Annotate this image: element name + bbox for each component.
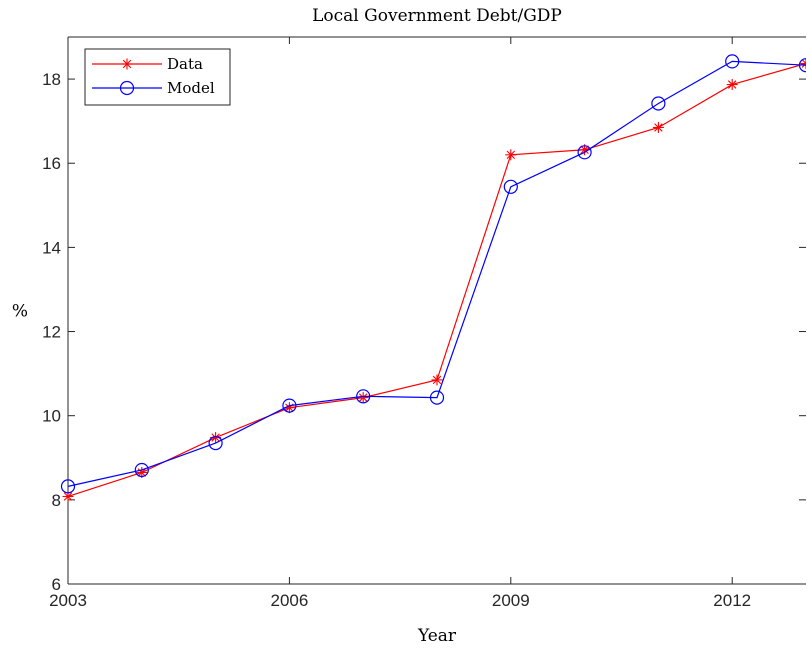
data-point bbox=[357, 392, 369, 404]
series-line-data bbox=[67, 62, 806, 498]
legend: Data Model bbox=[84, 48, 231, 106]
legend-entry-model: Model bbox=[92, 79, 215, 97]
data-point bbox=[798, 58, 806, 73]
y-tick-label: 8 bbox=[52, 491, 61, 510]
data-point bbox=[651, 96, 666, 111]
data-point bbox=[725, 54, 740, 69]
y-tick-label: 16 bbox=[42, 154, 61, 173]
data-point bbox=[726, 79, 738, 91]
legend-marker-circle bbox=[119, 80, 135, 96]
x-axis-title: Year bbox=[417, 626, 457, 646]
axes-box bbox=[67, 36, 806, 585]
legend-entry-data: Data bbox=[92, 55, 203, 73]
data-point bbox=[282, 398, 297, 413]
y-tick-label: 10 bbox=[42, 407, 61, 426]
x-tick-label: 2009 bbox=[492, 591, 530, 610]
series-model bbox=[60, 54, 806, 494]
data-point bbox=[429, 390, 445, 405]
y-axis: 6 8 10 12 14 16 18 bbox=[42, 70, 806, 594]
data-point bbox=[505, 149, 517, 161]
plot-area bbox=[60, 54, 806, 502]
y-axis-title: % bbox=[12, 302, 28, 322]
y-tick-label: 12 bbox=[42, 323, 61, 342]
y-tick-label: 18 bbox=[42, 70, 61, 89]
data-point bbox=[134, 462, 149, 478]
x-axis: 2003 2006 2009 2012 bbox=[49, 37, 751, 610]
series-line-model bbox=[67, 60, 806, 487]
data-point bbox=[208, 435, 223, 451]
y-tick-label: 14 bbox=[42, 238, 61, 257]
x-tick-label: 2003 bbox=[49, 591, 87, 610]
y-tick-label: 6 bbox=[52, 575, 61, 594]
data-point bbox=[62, 490, 74, 502]
x-tick-label: 2012 bbox=[713, 591, 751, 610]
data-point bbox=[503, 179, 518, 194]
chart-title: Local Government Debt/GDP bbox=[312, 6, 562, 26]
data-point bbox=[652, 121, 664, 133]
series-data bbox=[62, 58, 806, 502]
legend-label: Model bbox=[167, 79, 215, 97]
data-point bbox=[356, 389, 371, 404]
data-point bbox=[60, 479, 76, 494]
legend-marker-asterisk bbox=[121, 58, 133, 70]
legend-box bbox=[84, 48, 231, 106]
x-tick-label: 2006 bbox=[270, 591, 308, 610]
data-point bbox=[577, 145, 592, 160]
data-point bbox=[800, 58, 806, 70]
data-point bbox=[431, 374, 443, 386]
legend-label: Data bbox=[167, 55, 203, 73]
